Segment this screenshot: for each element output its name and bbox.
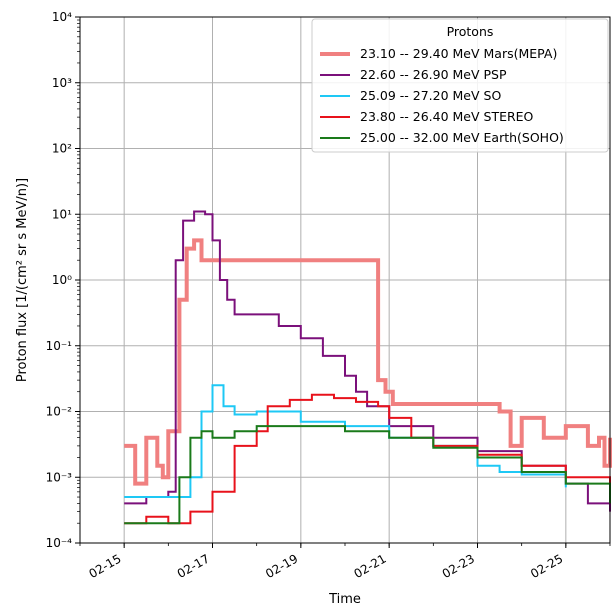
x-tick-label: 02-25 [528,551,565,581]
y-tick-label: 10⁻² [46,405,73,419]
series-line [124,210,611,512]
y-tick-label: 10² [52,142,72,156]
y-tick-label: 10³ [52,76,72,90]
legend-box [311,18,609,153]
y-tick-label: 10⁴ [52,10,72,24]
series-line [124,425,611,525]
series-line [124,238,612,486]
x-tick-label: 02-17 [175,551,212,581]
legend-entry: 23.80 -- 26.40 MeV STEREO [360,109,534,124]
series-lines [124,210,612,525]
y-axis-label: Proton flux [1/(cm² sr s MeV/n)] [15,178,30,382]
y-tick-label: 10⁻³ [46,470,73,484]
legend-entry: 23.10 -- 29.40 MeV Mars(MEPA) [360,46,557,61]
series-line [124,384,567,498]
y-tick-label: 10⁻¹ [46,339,73,353]
legend-entry: 25.09 -- 27.20 MeV SO [360,88,501,103]
legend-entry: 22.60 -- 26.90 MeV PSP [360,67,507,82]
legend: Protons 23.10 -- 29.40 MeV Mars(MEPA) 22.… [311,18,609,153]
legend-title: Protons [447,24,494,39]
y-tick-label: 10⁻⁴ [46,536,73,550]
x-tick-label: 02-15 [86,551,123,581]
x-tick-label: 02-21 [351,551,388,581]
x-tick-label: 02-19 [263,551,300,581]
x-axis-label: Time [328,592,361,607]
series-line [124,393,611,525]
legend-entry: 25.00 -- 32.00 MeV Earth(SOHO) [360,130,564,145]
y-tick-label: 10⁰ [52,273,72,287]
x-tick-label: 02-23 [440,551,477,581]
y-tick-label: 10¹ [52,207,72,221]
